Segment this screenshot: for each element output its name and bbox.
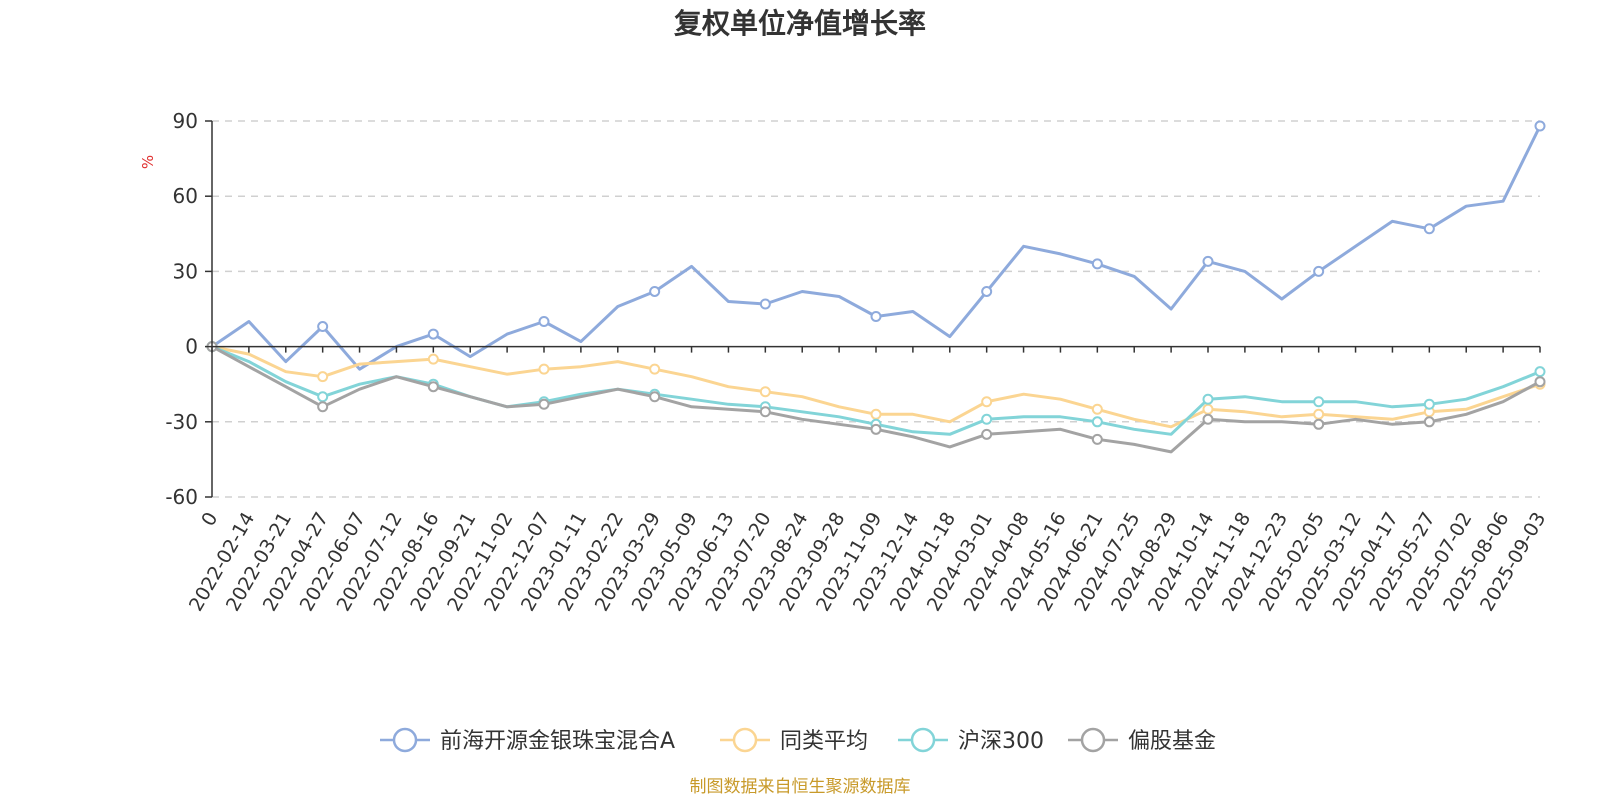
legend-label: 偏股基金 — [1128, 729, 1216, 754]
y-axis-unit: % — [139, 155, 157, 169]
data-point — [981, 428, 993, 440]
plot-area — [206, 120, 1546, 454]
x-tick-label: 0 — [197, 509, 222, 530]
data-point — [981, 285, 993, 297]
data-point — [759, 406, 771, 418]
data-point — [870, 423, 882, 435]
data-point — [1091, 433, 1103, 445]
data-point — [538, 398, 550, 410]
chart-title: 复权单位净值增长率 — [674, 7, 926, 40]
data-point — [981, 396, 993, 408]
y-tick-label: 30 — [173, 259, 198, 283]
y-tick-label: 0 — [185, 335, 198, 359]
data-point — [538, 363, 550, 375]
data-point — [1313, 396, 1325, 408]
data-point — [870, 311, 882, 323]
data-point — [317, 401, 329, 413]
data-point — [870, 408, 882, 420]
series-line-3 — [211, 345, 1541, 454]
data-point — [1423, 398, 1435, 410]
source-note: 制图数据来自恒生聚源数据库 — [690, 777, 911, 797]
data-point — [1202, 413, 1214, 425]
legend-item[interactable]: 同类平均 — [720, 727, 868, 754]
legend-circle-icon — [910, 727, 936, 753]
data-point — [427, 353, 439, 365]
legend-item[interactable]: 前海开源金银珠宝混合A — [380, 727, 675, 754]
legend-circle-icon — [732, 727, 758, 753]
legend-item[interactable]: 沪深300 — [898, 727, 1044, 754]
series-line-0 — [211, 125, 1542, 371]
data-point — [1313, 265, 1325, 277]
data-point — [317, 391, 329, 403]
data-point — [1091, 403, 1103, 415]
data-point — [317, 321, 329, 333]
legend-circle-icon — [392, 727, 418, 753]
data-point — [1091, 416, 1103, 428]
data-point — [1423, 416, 1435, 428]
data-point — [1313, 408, 1325, 420]
data-point — [981, 413, 993, 425]
data-point — [1313, 418, 1325, 430]
y-tick-label: -60 — [165, 485, 198, 509]
data-point — [1423, 223, 1435, 235]
legend-label: 沪深300 — [958, 729, 1044, 754]
data-point — [1202, 393, 1214, 405]
data-point — [538, 316, 550, 328]
data-point — [1202, 403, 1214, 415]
data-point — [427, 328, 439, 340]
data-point — [649, 391, 661, 403]
legend-circle-icon — [1080, 727, 1106, 753]
data-point — [427, 381, 439, 393]
grid — [212, 120, 1540, 498]
legend: 前海开源金银珠宝混合A 同类平均 沪深300 偏股基金 — [380, 727, 1216, 754]
y-tick-label: -30 — [165, 410, 198, 434]
y-tick-label: 60 — [173, 184, 198, 208]
data-point — [1202, 255, 1214, 267]
legend-label: 同类平均 — [780, 729, 868, 754]
y-tick-label: 90 — [173, 109, 198, 133]
legend-item[interactable]: 偏股基金 — [1068, 727, 1216, 754]
data-point — [759, 386, 771, 398]
data-point — [1534, 366, 1546, 378]
legend-label: 前海开源金银珠宝混合A — [440, 729, 675, 754]
data-point — [649, 363, 661, 375]
data-point — [317, 371, 329, 383]
data-point — [649, 285, 661, 297]
data-point — [1534, 120, 1546, 132]
data-point — [1091, 258, 1103, 270]
data-point — [1534, 376, 1546, 388]
data-point — [759, 298, 771, 310]
